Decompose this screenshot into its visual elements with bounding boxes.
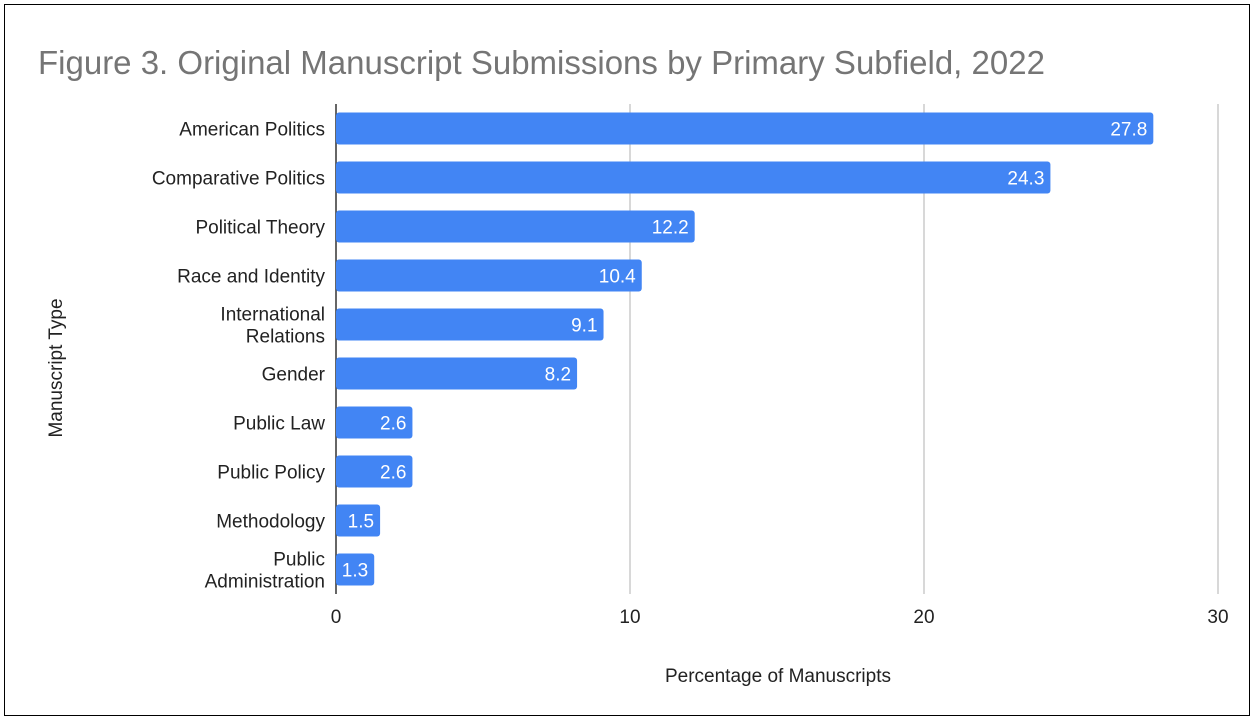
bar bbox=[336, 161, 1051, 194]
bar bbox=[336, 553, 375, 586]
bar-value-label: 24.3 bbox=[1007, 169, 1044, 190]
bar-group: 12.2 bbox=[336, 210, 695, 243]
bar-value-label: 1.5 bbox=[348, 512, 374, 533]
y-axis-title: Manuscript Type bbox=[46, 298, 67, 437]
bars-layer: 27.8 24.3 12.2 10.4 9.1 8.2 2.6 2.6 1.5 1.3 bbox=[336, 112, 1154, 586]
bar bbox=[336, 455, 413, 488]
bar-group: 9.1 bbox=[336, 308, 604, 341]
category-label: Public Law bbox=[233, 414, 325, 435]
bar-group: 1.3 bbox=[336, 553, 375, 586]
bar-value-label: 9.1 bbox=[571, 316, 597, 337]
category-label: Public Policy bbox=[217, 463, 325, 484]
bar-value-label: 8.2 bbox=[545, 365, 571, 386]
x-axis-title: Percentage of Manuscripts bbox=[665, 666, 891, 687]
bar bbox=[336, 210, 695, 243]
bar-group: 10.4 bbox=[336, 259, 642, 292]
bar bbox=[336, 308, 604, 341]
bar bbox=[336, 357, 578, 390]
category-label: Race and Identity bbox=[177, 267, 325, 288]
category-label: Comparative Politics bbox=[152, 169, 325, 190]
chart-title: Figure 3. Original Manuscript Submission… bbox=[38, 44, 1045, 81]
category-label: American Politics bbox=[179, 120, 325, 141]
bar bbox=[336, 504, 381, 537]
category-label: Gender bbox=[262, 365, 326, 386]
bar-group: 1.5 bbox=[336, 504, 381, 537]
x-tick-labels: 0 10 20 30 bbox=[331, 607, 1229, 628]
category-label: International Relations bbox=[220, 305, 325, 348]
x-tick-label: 10 bbox=[619, 607, 640, 628]
y-category-labels: American Politics Comparative Politics Pol… bbox=[152, 120, 326, 593]
category-label: Methodology bbox=[216, 512, 325, 533]
bar-group: 24.3 bbox=[336, 161, 1051, 194]
bar-value-label: 12.2 bbox=[652, 218, 689, 239]
x-tick-label: 20 bbox=[913, 607, 934, 628]
bar-value-label: 1.3 bbox=[342, 561, 368, 582]
bar-group: 27.8 bbox=[336, 112, 1154, 145]
x-tick-label: 30 bbox=[1207, 607, 1228, 628]
bar bbox=[336, 259, 642, 292]
bar-value-label: 10.4 bbox=[599, 267, 636, 288]
bar-group: 8.2 bbox=[336, 357, 578, 390]
bar-value-label: 2.6 bbox=[380, 414, 406, 435]
bar bbox=[336, 406, 413, 439]
bar-value-label: 27.8 bbox=[1110, 120, 1147, 141]
bar-value-label: 2.6 bbox=[380, 463, 406, 484]
bar bbox=[336, 112, 1154, 145]
bar-group: 2.6 bbox=[336, 455, 413, 488]
category-label: Political Theory bbox=[195, 218, 325, 239]
x-tick-label: 0 bbox=[331, 607, 342, 628]
category-label: Public Administration bbox=[205, 550, 325, 593]
bar-group: 2.6 bbox=[336, 406, 413, 439]
